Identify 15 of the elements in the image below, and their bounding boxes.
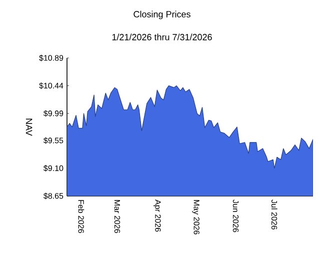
y-tick-label: $8.65 — [44, 192, 64, 200]
chart-subtitle: 1/21/2026 thru 7/31/2026 — [112, 34, 212, 40]
x-tick-label: Apr 2026 — [154, 200, 161, 232]
x-tick-label: Feb 2026 — [78, 200, 84, 233]
y-tick-label: $9.10 — [44, 165, 64, 172]
x-tick-label: Mar 2026 — [114, 200, 120, 233]
x-tick-label: Jul 2026 — [271, 200, 278, 230]
y-axis-title: NAV — [26, 118, 32, 136]
x-tick-label: Jun 2026 — [232, 200, 239, 232]
chart-title: Closing Prices — [134, 10, 190, 20]
y-tick-label: $10.89 — [39, 54, 64, 62]
y-tick-label: $9.99 — [44, 110, 64, 117]
y-tick-label: $10.44 — [39, 82, 64, 89]
y-tick-label: $9.55 — [44, 137, 64, 144]
x-tick-label: May 2026 — [192, 200, 200, 234]
